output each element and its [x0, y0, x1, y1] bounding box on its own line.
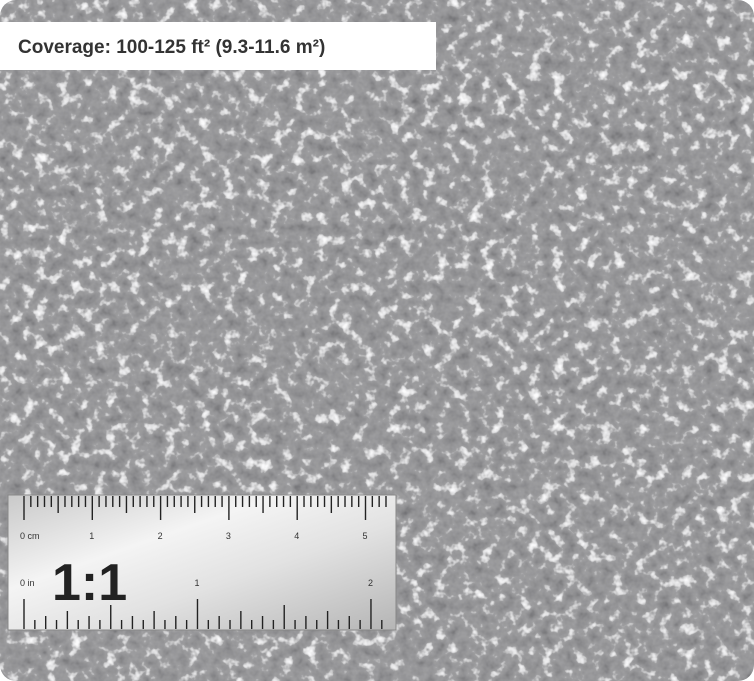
in-label: 0 in	[20, 578, 35, 588]
cm-number: 4	[294, 531, 299, 541]
cm-number: 3	[226, 531, 231, 541]
cm-number: 1	[89, 531, 94, 541]
caption-box	[0, 22, 436, 70]
in-number: 2	[368, 578, 373, 588]
ruler: 0 cm 0 in 1:1 1 2 3 4 5 1 2	[7, 494, 397, 631]
cm-number: 2	[158, 531, 163, 541]
cm-label: 0 cm	[20, 531, 40, 541]
cm-number: 5	[363, 531, 368, 541]
scale-label: 1:1	[52, 554, 127, 612]
ruler-body	[7, 494, 397, 631]
in-number: 1	[194, 578, 199, 588]
caption: Coverage: 100-125 ft² (9.3-11.6 m²)	[18, 37, 325, 58]
